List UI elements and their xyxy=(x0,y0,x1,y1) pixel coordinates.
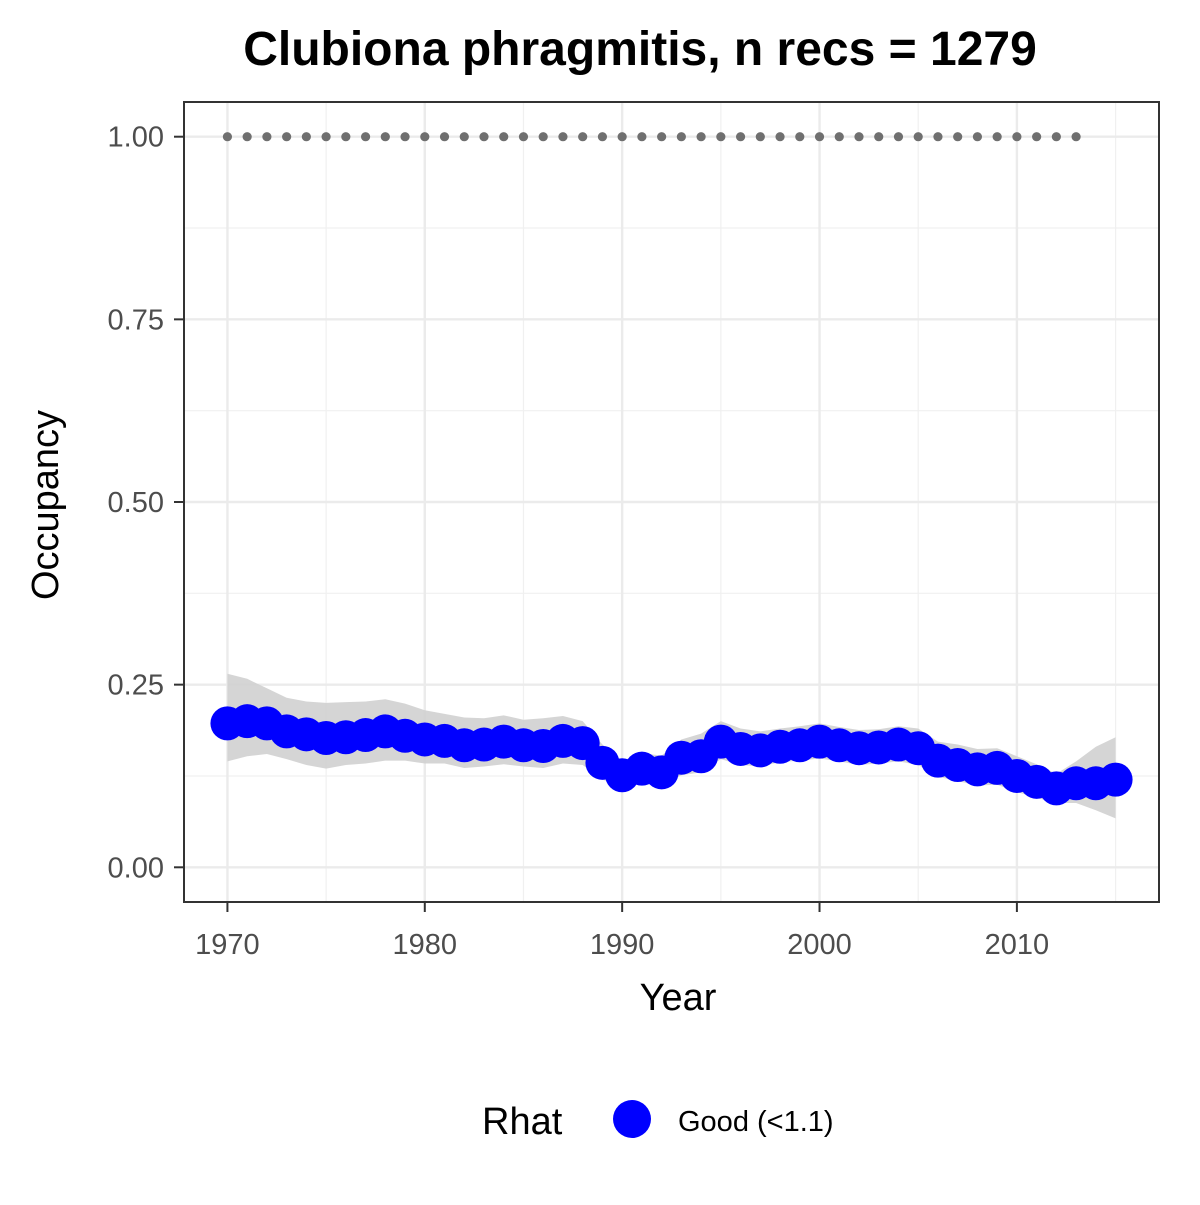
x-tick-label: 1970 xyxy=(195,929,260,961)
reference-dot xyxy=(972,132,983,142)
y-tick-label: 0.75 xyxy=(108,304,164,336)
reference-dot xyxy=(893,132,904,142)
reference-dot xyxy=(834,132,844,142)
reference-dot xyxy=(814,132,825,142)
reference-dot xyxy=(696,132,706,142)
x-tick-label: 1980 xyxy=(393,929,458,961)
legend-label-good: Good (<1.1) xyxy=(678,1106,834,1138)
reference-dot xyxy=(262,132,272,142)
reference-dot xyxy=(953,132,963,142)
reference-dot xyxy=(321,132,331,142)
x-tick-label: 1990 xyxy=(590,929,655,961)
axes: 1970 1980 1990 2000 2010 0.00 0.25 0.50 0.75 1.00 xyxy=(108,122,1050,961)
y-tick-label: 0.00 xyxy=(108,852,164,884)
reference-dot xyxy=(854,132,864,142)
reference-dot xyxy=(637,132,647,142)
reference-dot xyxy=(775,132,785,142)
reference-dot xyxy=(657,132,667,142)
y-axis-title: Occupancy xyxy=(25,410,67,600)
reference-dot xyxy=(676,132,686,142)
reference-dot xyxy=(420,132,430,142)
x-tick-label: 2010 xyxy=(985,929,1050,961)
reference-dots-layer xyxy=(222,132,1081,142)
data-points-layer xyxy=(210,704,1133,806)
reference-dot xyxy=(282,132,292,142)
y-tick-label: 0.25 xyxy=(108,670,164,702)
reference-dot xyxy=(479,132,489,142)
reference-dot xyxy=(992,132,1002,142)
reference-dot xyxy=(933,132,943,142)
reference-dot xyxy=(578,132,588,142)
reference-dot xyxy=(439,132,450,142)
chart-title: Clubiona phragmitis, n recs = 1279 xyxy=(243,23,1037,76)
reference-dot xyxy=(360,132,371,142)
reference-dot xyxy=(755,132,765,142)
x-axis-title: Year xyxy=(640,977,717,1019)
reference-dot xyxy=(874,132,884,142)
legend-swatch-good xyxy=(613,1100,651,1138)
reference-dot xyxy=(1012,132,1022,142)
y-tick-label: 0.50 xyxy=(108,487,164,519)
reference-dot xyxy=(913,132,923,142)
reference-dot xyxy=(400,132,410,142)
reference-dot xyxy=(499,132,509,142)
legend-title: Rhat xyxy=(482,1101,563,1143)
reference-dot xyxy=(242,132,252,142)
reference-dot xyxy=(518,132,529,142)
y-tick-label: 1.00 xyxy=(108,122,164,154)
reference-dot xyxy=(538,132,548,142)
reference-dot xyxy=(301,132,311,142)
data-point xyxy=(1098,762,1133,797)
reference-dot xyxy=(617,132,627,142)
reference-dot xyxy=(459,132,469,142)
reference-dot xyxy=(380,132,390,142)
x-tick-label: 2000 xyxy=(787,929,852,961)
reference-dot xyxy=(558,132,568,142)
reference-dot xyxy=(597,132,608,142)
reference-dot xyxy=(716,132,726,142)
reference-dot xyxy=(1071,132,1081,142)
reference-dot xyxy=(1051,132,1061,142)
reference-dot xyxy=(1032,132,1042,142)
reference-dot xyxy=(341,132,351,142)
legend: Rhat Good (<1.1) xyxy=(482,1100,834,1143)
reference-dot xyxy=(222,132,233,142)
reference-dot xyxy=(795,132,805,142)
reference-dot xyxy=(735,132,746,142)
